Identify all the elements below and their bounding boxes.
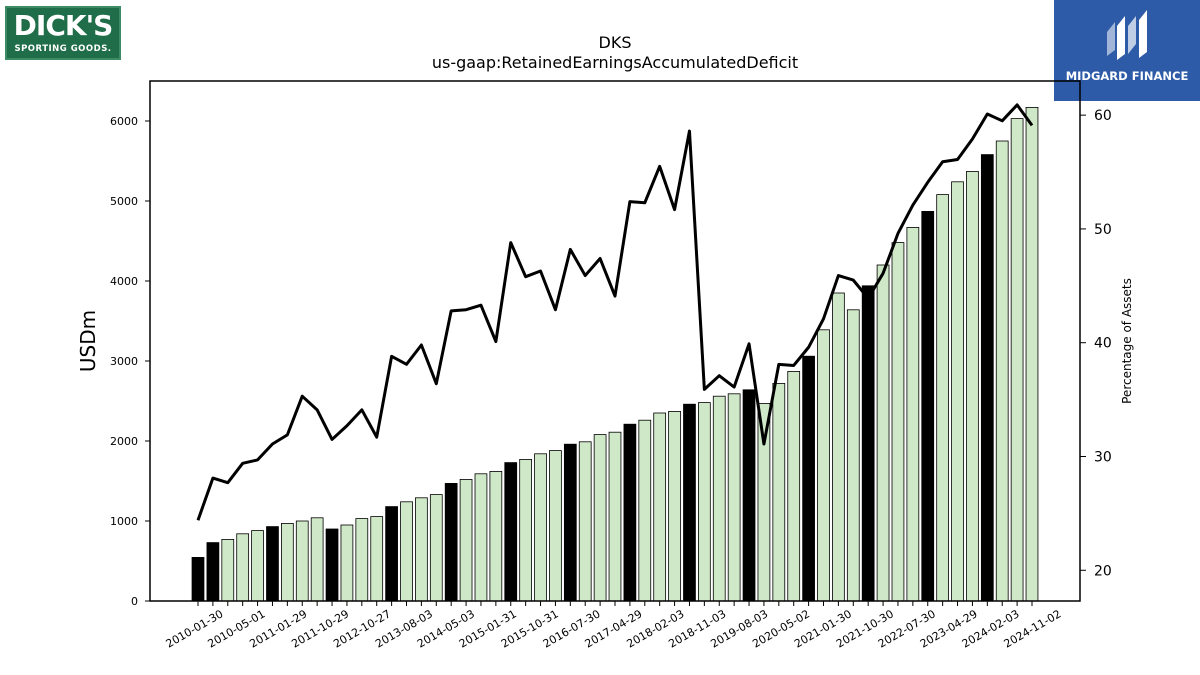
bar-41 — [802, 355, 815, 602]
bar-2 — [221, 539, 235, 602]
bar-19 — [474, 473, 488, 602]
bar-5 — [266, 526, 279, 602]
bar-49 — [921, 210, 935, 602]
y2-tick-label-60: 60 — [1094, 108, 1112, 124]
bar-38 — [757, 402, 771, 602]
bar-3 — [236, 533, 250, 602]
dicks-logo-tagline: SPORTING GOODS. — [14, 44, 112, 54]
bar-4 — [251, 530, 264, 602]
bar-27 — [593, 434, 607, 602]
bar-46 — [876, 264, 890, 602]
bar-12 — [370, 516, 384, 602]
bar-24 — [549, 450, 562, 602]
bar-29 — [623, 423, 637, 602]
bar-54 — [995, 140, 1009, 602]
dicks-logo-wordmark: DICK'S — [13, 9, 114, 42]
bar-23 — [534, 453, 547, 602]
bar-8 — [310, 517, 324, 602]
bar-13 — [385, 506, 398, 602]
chart-title: DKS — [599, 33, 632, 52]
bar-11 — [355, 518, 369, 602]
bar-53 — [980, 154, 994, 602]
bar-20 — [489, 470, 503, 602]
y2-tick-label-30: 30 — [1094, 449, 1112, 465]
bar-32 — [668, 410, 681, 602]
midgard-logo-text: MIDGARD FINANCE — [1065, 69, 1189, 83]
bar-39 — [772, 382, 786, 602]
bar-6 — [280, 523, 294, 602]
percentage-line — [196, 103, 1034, 521]
bar-45 — [861, 285, 875, 602]
bar-14 — [400, 501, 413, 602]
y-tick-label-2000: 2000 — [110, 435, 138, 448]
bar-18 — [459, 478, 473, 602]
bar-7 — [295, 520, 309, 602]
bar-55 — [1010, 118, 1024, 602]
bar-22 — [519, 458, 533, 602]
bar-52 — [966, 170, 979, 602]
bar-25 — [563, 443, 577, 602]
bar-43 — [832, 292, 845, 602]
bar-30 — [638, 419, 652, 602]
bar-50 — [936, 194, 950, 602]
bar-15 — [415, 497, 428, 602]
bar-33 — [683, 403, 696, 602]
y2-tick-label-40: 40 — [1094, 336, 1112, 352]
bar-37 — [742, 389, 756, 602]
y-tick-label-0: 0 — [131, 595, 138, 608]
bar-0 — [191, 557, 205, 602]
chart-subtitle: us-gaap:RetainedEarningsAccumulatedDefic… — [432, 53, 798, 72]
bar-28 — [608, 431, 622, 602]
midgard-finance-logo: MIDGARD FINANCE — [1054, 0, 1200, 101]
midgard-mark-icon — [1107, 10, 1147, 60]
bar-36 — [727, 393, 741, 602]
bar-10 — [340, 524, 354, 602]
y-tick-label-6000: 6000 — [110, 115, 138, 128]
y-tick-label-1000: 1000 — [110, 515, 138, 528]
bar-47 — [891, 242, 905, 602]
y-axis-label: USDm — [76, 310, 100, 372]
y-tick-label-4000: 4000 — [110, 275, 138, 288]
y2-tick-label-20: 20 — [1094, 563, 1112, 579]
bar-17 — [444, 482, 458, 602]
bar-34 — [698, 402, 711, 602]
bar-9 — [325, 528, 339, 602]
bar-42 — [817, 329, 830, 602]
bar-35 — [712, 395, 726, 602]
y2-tick-label-50: 50 — [1094, 222, 1112, 238]
bar-26 — [578, 441, 592, 602]
y2-axis-label: Percentage of Assets — [1120, 278, 1134, 404]
y-tick-label-5000: 5000 — [110, 195, 138, 208]
bar-1 — [206, 542, 220, 602]
bar-56 — [1025, 107, 1039, 602]
bar-21 — [504, 462, 518, 602]
bar-31 — [653, 412, 667, 602]
bar-44 — [846, 309, 860, 602]
bar-40 — [787, 370, 801, 602]
y-tick-label-3000: 3000 — [110, 355, 138, 368]
bar-16 — [429, 494, 443, 602]
bar-48 — [906, 226, 920, 602]
dicks-sporting-goods-logo: DICK'S SPORTING GOODS. — [5, 6, 121, 60]
bar-51 — [951, 181, 964, 602]
